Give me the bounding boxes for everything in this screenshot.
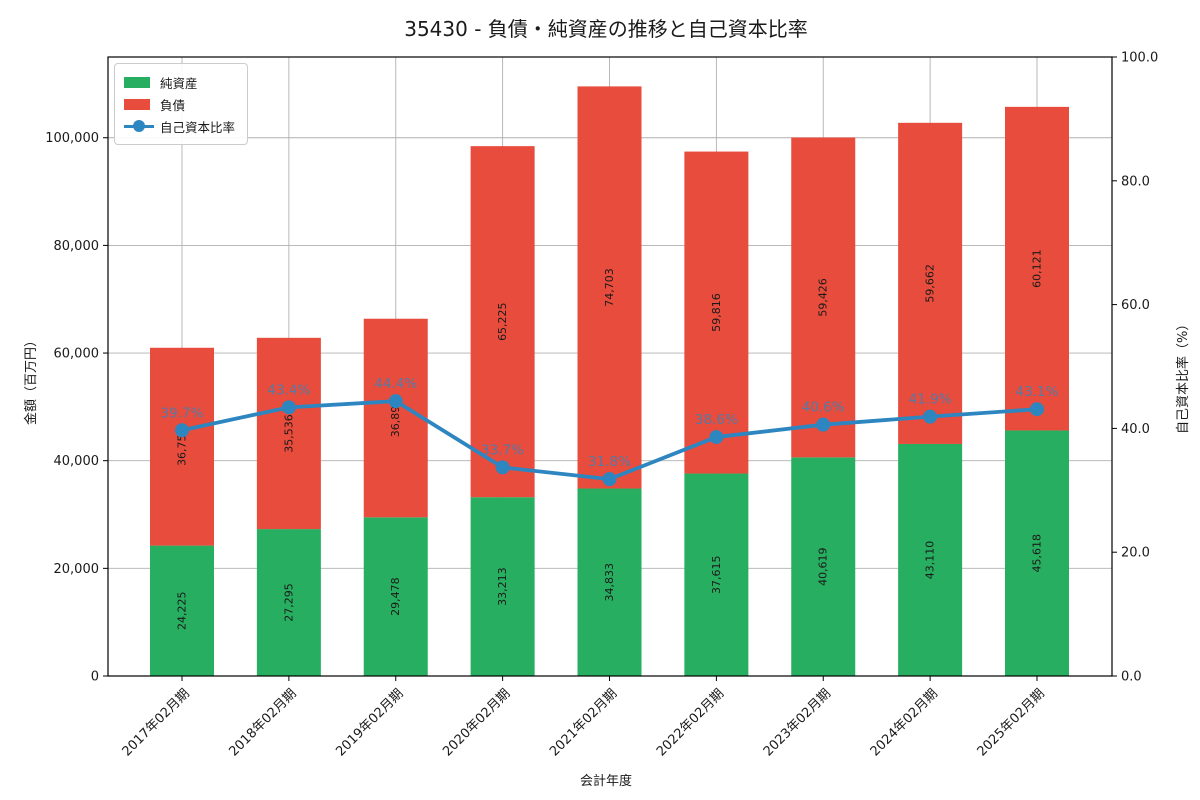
y-left-tick-label: 20,000 xyxy=(54,562,100,577)
x-tick-label: 2025年02月期 xyxy=(975,686,1048,759)
y-left-tick-label: 80,000 xyxy=(54,239,100,254)
ratio-label: 38.6% xyxy=(695,412,738,428)
y-axis-left-title: 金額（百万円） xyxy=(24,333,39,425)
equity-bar-segment xyxy=(1005,430,1069,676)
legend-swatch-icon xyxy=(124,98,150,110)
debt-bar-segment xyxy=(1005,106,1069,431)
equity-bar-segment xyxy=(898,443,963,676)
y-left-tick-label: 40,000 xyxy=(54,454,100,469)
bar-value-label: 27,295 xyxy=(282,583,295,622)
equity-bar-segment xyxy=(363,517,428,676)
ratio-marker xyxy=(281,400,296,415)
ratio-label: 43.1% xyxy=(1016,384,1059,400)
bar-value-label: 29,478 xyxy=(389,577,402,616)
ratio-label: 41.9% xyxy=(909,392,952,408)
ratio-label: 31.8% xyxy=(588,454,631,470)
ratio-marker xyxy=(388,394,403,409)
legend-item-ratio: 自己資本比率 xyxy=(124,115,235,137)
ratio-label: 33.7% xyxy=(481,442,524,458)
bar-value-label: 34,833 xyxy=(603,563,616,602)
x-tick-label: 2020年02月期 xyxy=(440,686,513,759)
bar-value-label: 59,662 xyxy=(924,264,937,303)
ratio-label: 39.7% xyxy=(161,405,204,421)
ratio-marker xyxy=(1030,402,1044,417)
legend-swatch-icon xyxy=(124,76,150,88)
y-right-tick-label: 20.0 xyxy=(1121,546,1150,561)
ratio-marker xyxy=(602,472,617,487)
equity-bar-segment xyxy=(684,473,749,676)
legend-label: 自己資本比率 xyxy=(160,119,236,135)
y-axis-right-title: 自己資本比率（%） xyxy=(1176,317,1191,434)
x-tick-label: 2022年02月期 xyxy=(654,686,727,759)
ratio-marker xyxy=(495,460,510,475)
bar-value-label: 37,615 xyxy=(710,556,723,595)
equity-bar-segment xyxy=(470,497,535,676)
legend-item-debt: 負債 xyxy=(124,93,235,115)
legend-line-marker-icon xyxy=(124,120,154,132)
debt-bar-segment xyxy=(363,318,428,518)
y-left-tick-label: 60,000 xyxy=(54,347,100,362)
debt-bar-segment xyxy=(684,151,749,474)
y-right-tick-label: 40.0 xyxy=(1121,422,1150,437)
y-left-tick-label: 0 xyxy=(91,670,99,685)
x-axis-title: 会計年度 xyxy=(579,774,633,789)
bar-value-label: 74,703 xyxy=(603,268,616,307)
bar-value-label: 45,618 xyxy=(1031,534,1044,573)
x-tick-label: 2023年02月期 xyxy=(761,686,834,759)
bar-value-label: 60,121 xyxy=(1031,249,1044,288)
chart-title: 35430 - 負債・純資産の推移と自己資本比率 xyxy=(404,17,808,41)
ratio-marker xyxy=(816,417,831,432)
x-tick-label: 2017年02月期 xyxy=(120,686,193,759)
legend-label: 純資産 xyxy=(160,75,198,91)
bar-value-label: 59,816 xyxy=(710,293,723,332)
x-tick-label: 2019年02月期 xyxy=(333,686,406,759)
equity-bar-segment xyxy=(791,457,856,676)
debt-bar-segment xyxy=(791,137,856,458)
x-tick-label: 2018年02月期 xyxy=(226,686,299,759)
legend: 純資産負債自己資本比率 xyxy=(114,63,249,145)
bar-value-label: 36,895 xyxy=(389,399,402,438)
ratio-label: 40.6% xyxy=(802,400,845,416)
bar-value-label: 40,619 xyxy=(817,547,830,586)
ratio-marker xyxy=(175,423,189,438)
y-right-tick-label: 0.0 xyxy=(1121,670,1142,685)
debt-bar-segment xyxy=(470,146,535,498)
ratio-marker xyxy=(709,430,724,445)
equity-bar-segment xyxy=(577,488,642,676)
debt-bar-segment xyxy=(898,122,963,444)
debt-bar-segment xyxy=(577,86,642,489)
debt-bar-segment xyxy=(150,347,214,546)
ratio-marker xyxy=(923,409,938,424)
ratio-label: 43.4% xyxy=(267,382,310,398)
ratio-label: 44.4% xyxy=(374,376,417,392)
legend-item-equity: 純資産 xyxy=(124,71,235,93)
bar-value-label: 33,213 xyxy=(496,567,509,606)
y-right-tick-label: 100.0 xyxy=(1121,51,1158,66)
debt-bar-segment xyxy=(256,337,321,530)
bar-value-label: 43,110 xyxy=(924,541,937,580)
y-right-tick-label: 80.0 xyxy=(1121,174,1150,189)
y-left-tick-label: 100,000 xyxy=(45,131,99,146)
bar-value-label: 65,225 xyxy=(496,302,509,341)
equity-bar-segment xyxy=(256,529,321,676)
bar-value-label: 35,536 xyxy=(282,414,295,453)
x-tick-label: 2024年02月期 xyxy=(868,686,941,759)
bar-value-label: 24,225 xyxy=(176,592,189,631)
legend-label: 負債 xyxy=(160,97,186,113)
y-right-tick-label: 60.0 xyxy=(1121,298,1150,313)
x-tick-label: 2021年02月期 xyxy=(547,686,620,759)
bar-value-label: 59,426 xyxy=(817,278,830,317)
equity-bar-segment xyxy=(150,545,214,676)
bar-value-label: 36,755 xyxy=(176,427,189,466)
